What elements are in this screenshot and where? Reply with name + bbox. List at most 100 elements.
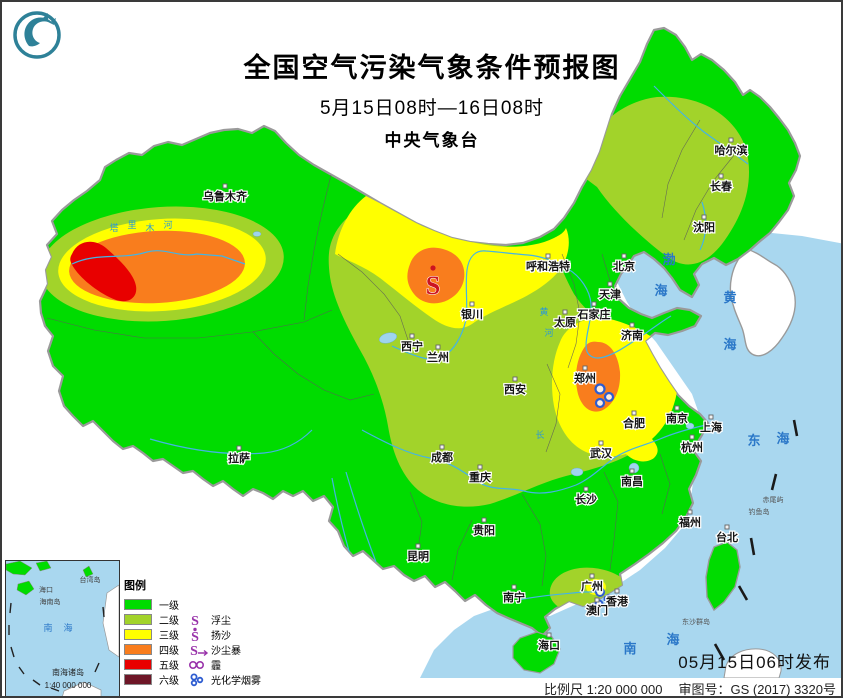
hainan-island [512,631,561,674]
sea-label: 黄 [723,290,736,305]
river-label: 木 [145,222,154,233]
legend-symbol-label: 浮尘 [211,616,231,627]
island-label: 赤尾屿 [763,495,784,504]
river-label: 长 [535,429,544,440]
svg-text:S: S [191,630,199,643]
city-label: 兰州 [427,350,449,364]
legend-row: 二级 S 浮尘 [124,612,261,629]
city-marker [439,444,445,450]
legend-row: 五级 霾 [124,657,261,672]
city-label: 南宁 [503,590,525,604]
city-label: 昆明 [407,550,429,563]
legend-row: 六级 光化学烟雾 [124,672,261,687]
city-label: 广州 [581,579,603,593]
svg-text:S: S [191,614,199,628]
legend-swatch-level6 [124,674,152,685]
city-label: 北京 [613,259,635,273]
legend-level-label: 三级 [159,631,179,642]
inset-nine-dash-line [8,602,105,692]
city-marker [589,573,595,579]
city-marker [236,445,242,451]
city-label: 上海 [700,420,722,434]
province-borders [46,119,736,587]
city-marker [415,543,421,549]
inset-label: 1:40 000 000 [45,681,92,690]
legend-level-label: 一级 [159,601,179,612]
korea-land [729,248,796,357]
legend-symbol-label: 霾 [211,661,221,672]
legend: 图例 一级 二级 S 浮尘 三级 S 扬沙 四级 S 沙尘 [123,576,265,689]
cma-logo [10,8,64,67]
sea-label: 海 [654,283,667,298]
city-label: 拉萨 [228,451,250,465]
city-label: 西宁 [401,339,423,353]
city-label: 合肥 [623,416,645,430]
city-label: 哈尔滨 [715,143,748,157]
city-label: 武汉 [590,446,613,460]
maritime-boundary-dashes [713,419,799,661]
city-label: 澳门 [586,603,608,617]
city-marker [718,173,724,179]
inset-label: 海口 [39,585,53,594]
island-label: 钓鱼岛 [749,507,770,516]
island-label: 东沙群岛 [682,617,710,626]
city-label: 福州 [678,515,701,529]
inset-borneo [62,681,102,696]
city-marker [687,509,693,515]
city-marker [607,281,613,287]
city-marker [481,517,487,523]
city-marker [477,464,483,470]
city-marker [594,597,600,603]
sea-label: 海 [723,337,736,352]
issue-time: 05月15日06时发布 [678,653,831,672]
legend-row: 三级 S 扬沙 [124,627,261,645]
river-label: 里 [127,220,136,230]
legend-level-label: 六级 [159,676,179,687]
city-marker [512,376,518,382]
city-marker [614,588,620,594]
city-label: 成都 [431,450,453,464]
taiwan-island [705,541,741,612]
legend-swatch-level1 [124,599,152,610]
city-label: 海口 [538,638,560,652]
city-label: 济南 [621,328,643,342]
sea-label: 海 [666,632,679,647]
floating-dust-icon: S [187,612,211,629]
city-marker [222,183,228,189]
city-label: 杭州 [681,440,703,454]
city-marker [724,524,730,530]
photochemical-smog-icon [187,672,211,688]
city-label: 台北 [716,530,738,544]
river-label: 黄 [539,306,548,317]
legend-row: 四级 S 沙尘暴 [124,642,261,659]
legend-symbol-label: 光化学烟雾 [211,676,261,687]
map-metadata: 比例尺 1:20 000 000 审图号：GS (2017) 3320号 [528,679,836,697]
city-label: 重庆 [469,470,491,484]
region-level5-tarim [70,241,137,302]
map-scale: 比例尺 1:20 000 000 [543,682,663,697]
city-marker [435,344,441,350]
legend-level-label: 五级 [159,661,179,672]
inset-philippines [102,584,120,658]
city-label: 天津 [599,287,621,301]
sandstorm-icon: S [187,642,211,659]
south-china-sea-inset: 台湾岛 海口 海南岛南海南海诸岛 1:40 000 000 [5,560,120,696]
legend-level-label: 二级 [159,616,179,627]
city-marker [409,333,415,339]
city-marker [629,322,635,328]
region-level4-north [407,247,465,304]
city-marker [629,468,635,474]
city-label: 沈阳 [693,220,715,234]
legend-title: 图例 [124,580,146,592]
city-marker [621,253,627,259]
bottom-strip [118,678,841,696]
city-label: 呼和浩特 [526,259,570,273]
river-label: 河 [163,219,172,230]
inset-label: 南 [43,622,52,633]
city-marker [583,486,589,492]
photochemical-smog-symbol-zhengzhou [594,383,615,409]
sea-label: 南 [623,641,636,656]
